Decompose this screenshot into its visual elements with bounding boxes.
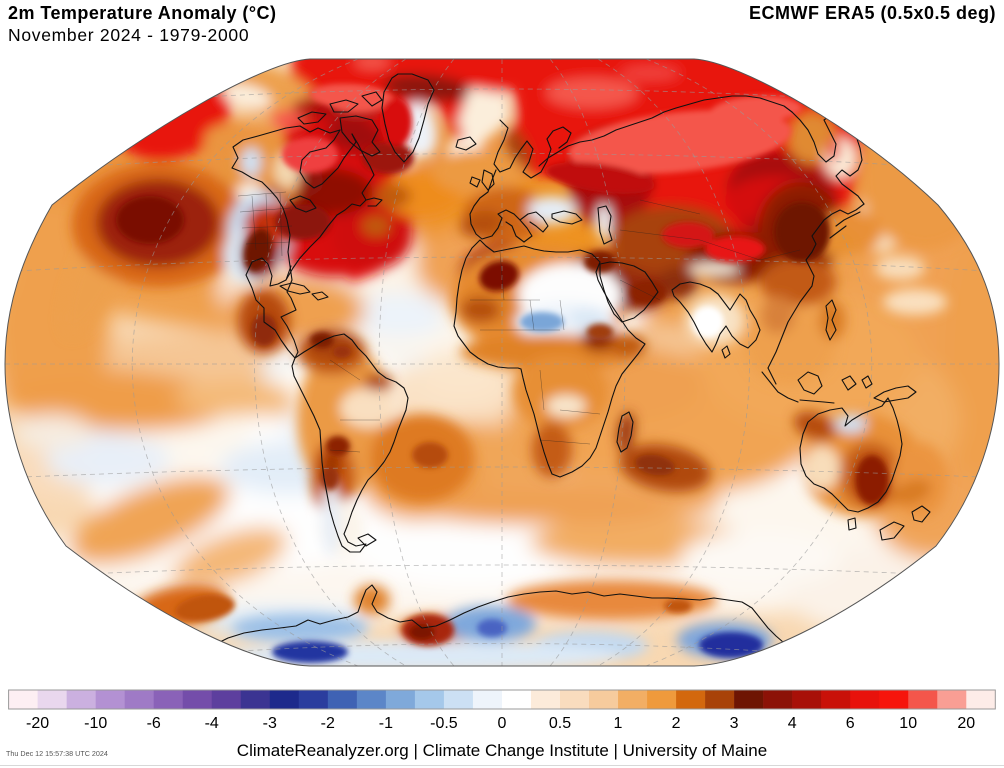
svg-text:0: 0 — [497, 715, 506, 732]
svg-text:6: 6 — [846, 715, 855, 732]
svg-text:10: 10 — [899, 715, 917, 732]
svg-text:-0.5: -0.5 — [430, 715, 458, 732]
svg-text:-2: -2 — [321, 715, 335, 732]
svg-text:20: 20 — [957, 715, 975, 732]
svg-text:2: 2 — [672, 715, 681, 732]
svg-text:-10: -10 — [84, 715, 107, 732]
svg-text:-4: -4 — [205, 715, 219, 732]
svg-text:3: 3 — [730, 715, 739, 732]
svg-text:1: 1 — [614, 715, 623, 732]
svg-text:4: 4 — [788, 715, 797, 732]
svg-text:-3: -3 — [263, 715, 277, 732]
svg-text:0.5: 0.5 — [549, 715, 571, 732]
svg-text:-20: -20 — [26, 715, 49, 732]
svg-text:-1: -1 — [379, 715, 393, 732]
svg-text:-6: -6 — [147, 715, 161, 732]
